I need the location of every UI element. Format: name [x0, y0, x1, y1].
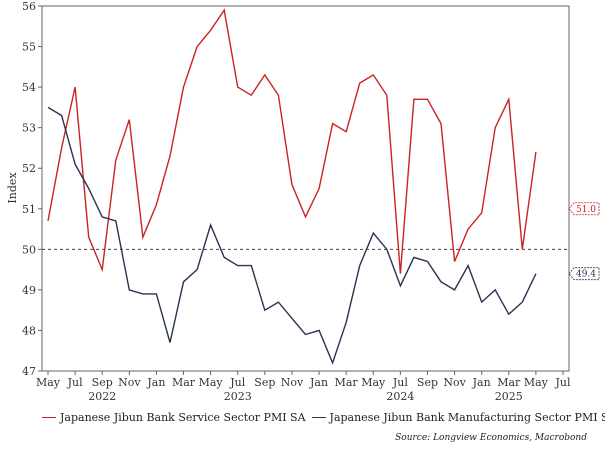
legend-item-services: Japanese Jibun Bank Service Sector PMI S…: [42, 411, 306, 424]
y-tick-label: 56: [22, 0, 36, 13]
x-tick-label: Mar: [335, 376, 359, 389]
x-tick-label: May: [199, 376, 224, 389]
series-group: [47, 8, 537, 365]
legend-label-manufacturing: Japanese Jibun Bank Manufacturing Sector…: [329, 411, 605, 424]
x-tick-label: Jan: [146, 376, 165, 389]
source-note: Source: Longview Economics, Macrobond: [395, 433, 587, 443]
series-line-manufacturing: [47, 106, 537, 365]
svg-text:49.4: 49.4: [576, 270, 596, 280]
x-tick-label: Jul: [392, 376, 408, 389]
y-tick-label: 53: [22, 122, 36, 135]
x-tick-label: Sep: [92, 376, 113, 389]
y-tick-label: 54: [22, 81, 36, 94]
x-axis-ticks: May Jul Sep Nov Jan Mar May Jul Sep Nov Jan Mar May J…: [36, 371, 571, 403]
x-tick-label: Jul: [554, 376, 570, 389]
end-label-services: 51.0: [568, 202, 600, 216]
end-labels: 51.0 49.4: [568, 202, 600, 281]
y-tick-label: 52: [22, 162, 36, 175]
x-tick-label: Nov: [443, 376, 466, 389]
end-label-manufacturing: 49.4: [568, 267, 600, 281]
x-tick-label: Mar: [172, 376, 196, 389]
x-year-label: 2024: [386, 390, 414, 403]
svg-text:51.0: 51.0: [576, 205, 596, 215]
x-tick-label: Mar: [497, 376, 521, 389]
y-tick-label: 48: [22, 324, 36, 337]
x-tick-label: Sep: [254, 376, 275, 389]
x-tick-label: Sep: [417, 376, 438, 389]
plot-frame: [41, 5, 570, 372]
x-tick-label: Jan: [309, 376, 328, 389]
legend-label-services: Japanese Jibun Bank Service Sector PMI S…: [60, 411, 306, 424]
legend: Japanese Jibun Bank Service Sector PMI S…: [42, 411, 605, 424]
x-tick-label: May: [361, 376, 386, 389]
x-year-label: 2023: [224, 390, 252, 403]
x-year-label: 2025: [495, 390, 523, 403]
y-tick-label: 55: [22, 41, 36, 54]
y-tick-label: 50: [22, 243, 36, 256]
y-axis-ticks: 47 48 49 50 51 52 53 54 55 56: [22, 0, 42, 378]
y-tick-label: 49: [22, 284, 36, 297]
series-line-services: [47, 8, 537, 274]
y-axis-title: Index: [6, 172, 19, 204]
y-tick-label: 51: [22, 203, 36, 216]
x-tick-label: Jan: [472, 376, 491, 389]
legend-swatch-manufacturing: [311, 417, 326, 418]
x-tick-label: May: [524, 376, 549, 389]
legend-swatch-services: [42, 417, 56, 418]
x-tick-label: Jul: [67, 376, 83, 389]
legend-item-manufacturing: Japanese Jibun Bank Manufacturing Sector…: [311, 411, 605, 424]
x-year-label: 2022: [88, 390, 116, 403]
x-tick-label: Nov: [118, 376, 141, 389]
x-tick-label: Nov: [281, 376, 304, 389]
y-tick-label: 47: [22, 365, 36, 378]
x-tick-label: May: [36, 376, 61, 389]
x-tick-label: Jul: [229, 376, 245, 389]
